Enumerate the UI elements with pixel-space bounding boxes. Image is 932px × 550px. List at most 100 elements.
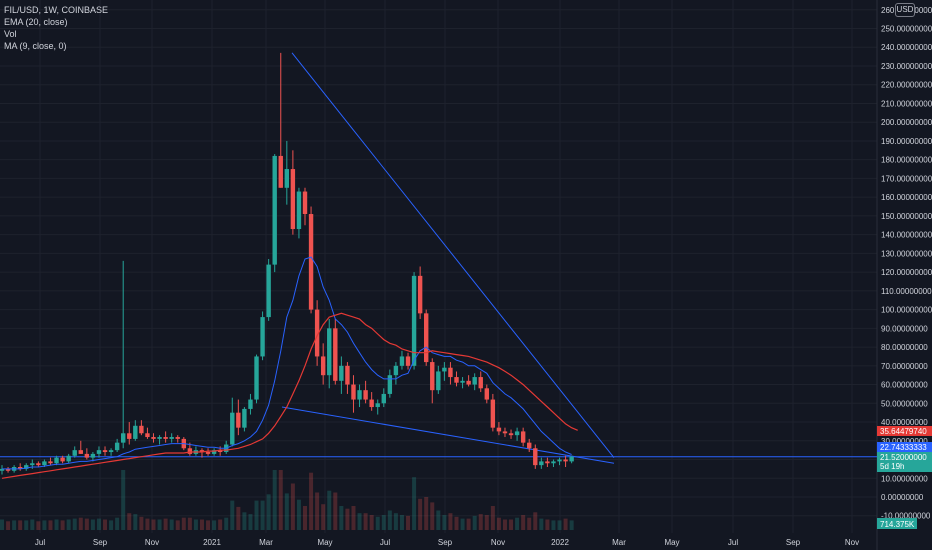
volume-bar — [103, 519, 108, 530]
volume-bar — [436, 510, 441, 530]
candle-body — [472, 377, 477, 385]
candle-body — [66, 455, 71, 462]
volume-bar — [466, 518, 471, 530]
candle-body — [102, 450, 108, 453]
last-price-tag-bg — [877, 452, 932, 472]
y-tick-label: 110.00000000 — [881, 287, 932, 296]
candle-body — [490, 399, 496, 428]
candle-body — [333, 328, 338, 381]
x-tick-label: Nov — [845, 538, 859, 547]
candle-body — [363, 390, 368, 400]
indicator-lines — [1, 256, 578, 479]
candle-body — [266, 264, 271, 318]
candle-body — [145, 433, 150, 438]
candle-body — [508, 433, 514, 436]
volume-tag: 714.375K — [880, 520, 915, 529]
volume-bar — [145, 518, 150, 530]
volume-bar — [521, 515, 526, 530]
chart-grid — [0, 0, 878, 550]
currency-button[interactable]: USD — [895, 3, 915, 17]
trendline-lower — [281, 406, 615, 464]
last-price-tag: 21.52000000 — [880, 453, 927, 462]
candle-body — [230, 412, 235, 445]
candle-body — [284, 169, 290, 188]
candle-body — [0, 468, 5, 471]
candle-body — [272, 155, 277, 265]
volume-bar — [430, 502, 435, 530]
candle-body — [157, 437, 162, 439]
candle-body — [260, 317, 265, 357]
volume-bar — [412, 477, 417, 530]
countdown-tag: 5d 19h — [880, 462, 904, 471]
volume-bar — [399, 515, 404, 530]
legend-ma[interactable]: MA (9, close, 0) — [4, 41, 67, 51]
candle-body — [217, 450, 223, 453]
y-tick-label: 130.00000000 — [881, 249, 932, 258]
volume-bar — [12, 520, 17, 530]
volume-bar — [284, 493, 289, 530]
volume-bar — [406, 515, 411, 530]
volume-bar — [339, 506, 344, 530]
time-axis[interactable]: Jul Sep Nov 2021 Mar May Jul Sep Nov 2022 Mar May Ju… — [35, 538, 859, 547]
volume-bar — [454, 516, 459, 530]
candle-body — [527, 442, 532, 449]
volume-bar — [424, 497, 429, 530]
candle-body — [424, 313, 429, 363]
candle-body — [242, 408, 247, 428]
candle-body — [96, 450, 102, 454]
x-tick-label: Sep — [93, 538, 108, 547]
candle-body — [369, 399, 374, 408]
price-axis[interactable]: -10.000000000.0000000010.0000000020.0000… — [881, 6, 932, 521]
legend-ema[interactable]: EMA (20, close) — [4, 17, 68, 27]
candle-body — [254, 356, 259, 400]
y-tick-label: 60.00000000 — [881, 381, 928, 390]
candle-body — [236, 412, 241, 428]
volume-bar — [36, 521, 41, 530]
volume-bar — [109, 520, 114, 530]
volume-bar — [309, 472, 314, 530]
volume-bar — [260, 500, 265, 530]
legend-symbol[interactable]: FIL/USD, 1W, COINBASE — [4, 5, 109, 15]
candle-body — [211, 450, 217, 454]
ma-tag-bg — [877, 426, 932, 436]
volume-bar — [254, 500, 259, 530]
candle-body — [78, 450, 83, 454]
price-tags: 35.64479740 22.74333333 21.52000000 5d 1… — [877, 426, 932, 529]
volume-bar — [236, 506, 241, 530]
candle-body — [405, 356, 411, 366]
chart-legend: FIL/USD, 1W, COINBASE EMA (20, close) Vo… — [4, 4, 108, 52]
volume-bar — [369, 515, 374, 530]
x-tick-label: Nov — [491, 538, 505, 547]
candle-body — [539, 461, 544, 466]
candle-body — [484, 388, 489, 400]
volume-bar — [502, 519, 507, 530]
candle-body — [121, 433, 126, 443]
volume-bar — [78, 517, 83, 530]
volume-bar — [472, 515, 477, 530]
candle-body — [454, 377, 459, 383]
x-tick-label: Mar — [612, 538, 626, 547]
volume-bar — [345, 508, 350, 530]
volume-bar — [290, 483, 295, 530]
volume-bar — [115, 517, 120, 530]
volume-bar — [266, 494, 271, 530]
volume-bar — [303, 506, 307, 530]
volume-bar — [175, 520, 180, 530]
candle-body — [339, 365, 344, 381]
volume-bar — [218, 519, 223, 530]
candle-body — [387, 375, 393, 394]
volume-bar — [212, 520, 217, 530]
candle-body — [375, 403, 380, 408]
ma-9-line — [1, 312, 578, 479]
volume-bar — [393, 513, 398, 530]
candle-body — [278, 155, 283, 188]
y-tick-label: 120.00000000 — [881, 268, 932, 277]
legend-vol[interactable]: Vol — [4, 29, 17, 39]
volume-bar — [557, 520, 562, 530]
candle-body — [296, 191, 302, 230]
y-tick-label: 200.00000000 — [881, 118, 932, 127]
volume-bar — [563, 518, 568, 530]
candle-body — [205, 452, 211, 454]
volume-bar — [169, 519, 174, 530]
